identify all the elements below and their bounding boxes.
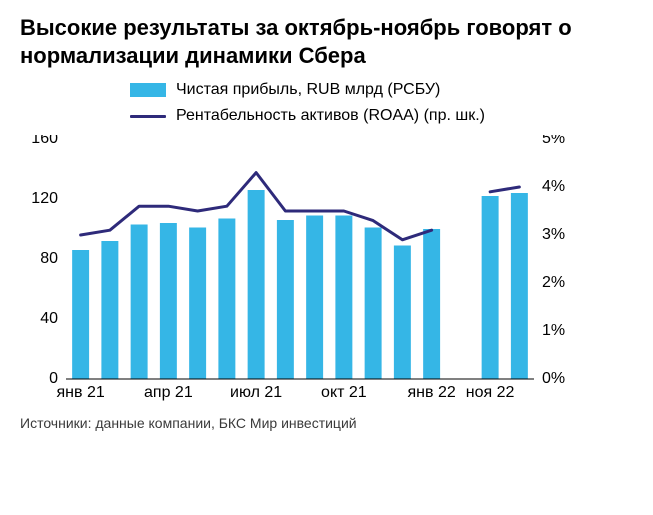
svg-text:1%: 1% — [542, 322, 565, 339]
svg-text:янв 22: янв 22 — [408, 384, 456, 401]
bar — [131, 225, 148, 380]
bar — [482, 196, 499, 379]
chart-card: { "title": "Высокие результаты за октябр… — [0, 0, 653, 515]
bar — [306, 216, 323, 380]
svg-text:3%: 3% — [542, 226, 565, 243]
svg-text:120: 120 — [31, 190, 58, 207]
legend-label-line: Рентабельность активов (ROAA) (пр. шк.) — [176, 107, 485, 125]
svg-text:4%: 4% — [542, 178, 565, 195]
bar — [101, 241, 118, 379]
svg-text:янв 21: янв 21 — [57, 384, 105, 401]
bar-swatch-icon — [130, 83, 166, 97]
chart-plot: 040801201600%1%2%3%4%5%янв 21апр 21июл 2… — [20, 135, 633, 405]
bar — [189, 228, 206, 380]
bar — [72, 250, 89, 379]
svg-text:2%: 2% — [542, 274, 565, 291]
bar — [394, 246, 411, 380]
svg-text:0%: 0% — [542, 370, 565, 387]
svg-text:5%: 5% — [542, 135, 565, 147]
bar — [335, 216, 352, 380]
svg-text:160: 160 — [31, 135, 58, 147]
legend-label-bar: Чистая прибыль, RUB млрд (РСБУ) — [176, 81, 440, 99]
roaa-line — [490, 187, 519, 192]
svg-text:40: 40 — [40, 310, 58, 327]
chart-source: Источники: данные компании, БКС Мир инве… — [20, 415, 633, 431]
line-swatch-icon — [130, 115, 166, 118]
svg-text:июл 21: июл 21 — [230, 384, 282, 401]
bar — [248, 190, 265, 379]
legend-item-line: Рентабельность активов (ROAA) (пр. шк.) — [130, 107, 633, 125]
bar — [160, 223, 177, 379]
legend-item-bar: Чистая прибыль, RUB млрд (РСБУ) — [130, 81, 633, 99]
chart-title: Высокие результаты за октябрь-ноябрь гов… — [20, 14, 633, 69]
bar — [218, 219, 235, 380]
chart-legend: Чистая прибыль, RUB млрд (РСБУ) Рентабел… — [130, 81, 633, 125]
bar — [511, 193, 528, 379]
svg-text:80: 80 — [40, 250, 58, 267]
svg-text:окт 21: окт 21 — [321, 384, 367, 401]
bar — [365, 228, 382, 380]
bar — [423, 229, 440, 379]
svg-text:ноя 22: ноя 22 — [466, 384, 515, 401]
svg-text:апр 21: апр 21 — [144, 384, 193, 401]
bar — [277, 220, 294, 379]
